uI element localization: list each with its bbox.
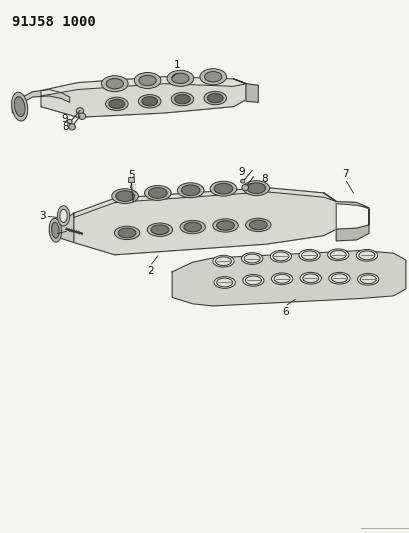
Bar [128, 177, 134, 182]
Text: 3: 3 [39, 212, 46, 221]
Ellipse shape [78, 113, 85, 119]
Polygon shape [41, 100, 245, 117]
Ellipse shape [69, 124, 75, 130]
Ellipse shape [204, 71, 221, 82]
Ellipse shape [207, 93, 222, 103]
Text: 4: 4 [49, 230, 55, 239]
Ellipse shape [151, 225, 169, 235]
Ellipse shape [180, 221, 205, 234]
Ellipse shape [101, 76, 128, 92]
Ellipse shape [272, 252, 288, 261]
Ellipse shape [109, 99, 124, 109]
Ellipse shape [106, 78, 123, 89]
Ellipse shape [216, 221, 234, 230]
Ellipse shape [249, 220, 267, 230]
Ellipse shape [200, 69, 226, 85]
Ellipse shape [357, 273, 378, 285]
Polygon shape [74, 188, 335, 255]
Ellipse shape [270, 251, 291, 262]
Ellipse shape [246, 183, 265, 193]
Ellipse shape [181, 185, 200, 196]
Polygon shape [74, 188, 335, 217]
Ellipse shape [355, 249, 377, 261]
Ellipse shape [243, 254, 259, 263]
Ellipse shape [49, 219, 61, 242]
Ellipse shape [106, 97, 128, 111]
Ellipse shape [216, 278, 232, 287]
Ellipse shape [301, 251, 317, 260]
Polygon shape [12, 90, 70, 113]
Ellipse shape [177, 183, 204, 198]
Ellipse shape [328, 272, 349, 284]
Ellipse shape [171, 93, 193, 106]
Ellipse shape [213, 183, 232, 194]
Ellipse shape [52, 222, 59, 238]
Ellipse shape [138, 94, 160, 108]
Ellipse shape [57, 206, 70, 226]
Polygon shape [323, 193, 368, 241]
Text: 9: 9 [238, 167, 245, 176]
Ellipse shape [213, 277, 235, 288]
Ellipse shape [240, 179, 244, 183]
Ellipse shape [245, 276, 261, 285]
Ellipse shape [183, 222, 201, 232]
Ellipse shape [241, 253, 262, 264]
Ellipse shape [242, 274, 263, 286]
Ellipse shape [114, 227, 139, 240]
Ellipse shape [14, 96, 25, 117]
Ellipse shape [139, 75, 156, 86]
Ellipse shape [204, 92, 226, 104]
Polygon shape [74, 229, 335, 255]
Ellipse shape [299, 272, 321, 284]
Polygon shape [172, 251, 405, 306]
Ellipse shape [327, 249, 348, 261]
Ellipse shape [147, 223, 172, 237]
Ellipse shape [148, 188, 167, 198]
Ellipse shape [360, 275, 375, 284]
Ellipse shape [330, 251, 345, 259]
Ellipse shape [210, 181, 236, 196]
Ellipse shape [111, 189, 138, 204]
Text: 8: 8 [62, 122, 69, 132]
Text: 5: 5 [128, 169, 134, 180]
Ellipse shape [60, 209, 67, 223]
Ellipse shape [241, 184, 248, 191]
Ellipse shape [115, 191, 134, 201]
Ellipse shape [215, 257, 231, 265]
Ellipse shape [11, 92, 28, 121]
Polygon shape [41, 77, 245, 117]
Polygon shape [41, 77, 245, 96]
Ellipse shape [298, 249, 319, 261]
Text: 9: 9 [61, 115, 68, 124]
Ellipse shape [144, 185, 171, 200]
Ellipse shape [174, 94, 190, 104]
Ellipse shape [358, 251, 374, 260]
Text: 2: 2 [147, 266, 154, 277]
Text: 91J58 1000: 91J58 1000 [12, 15, 96, 29]
Ellipse shape [142, 96, 157, 106]
Text: 1: 1 [173, 60, 180, 70]
Ellipse shape [242, 181, 269, 196]
Ellipse shape [271, 273, 292, 285]
Text: 8: 8 [261, 174, 267, 183]
Ellipse shape [273, 274, 289, 283]
Ellipse shape [67, 119, 72, 124]
Ellipse shape [330, 274, 347, 282]
Ellipse shape [76, 108, 83, 114]
Text: 7: 7 [341, 168, 348, 179]
Ellipse shape [167, 70, 193, 86]
Polygon shape [49, 213, 74, 243]
Ellipse shape [245, 219, 270, 232]
Ellipse shape [134, 72, 160, 88]
Polygon shape [335, 201, 368, 208]
Ellipse shape [118, 228, 136, 238]
Ellipse shape [171, 73, 189, 84]
Polygon shape [233, 79, 258, 102]
Ellipse shape [302, 274, 318, 282]
Text: 6: 6 [281, 307, 288, 317]
Ellipse shape [212, 255, 234, 267]
Ellipse shape [212, 219, 238, 232]
